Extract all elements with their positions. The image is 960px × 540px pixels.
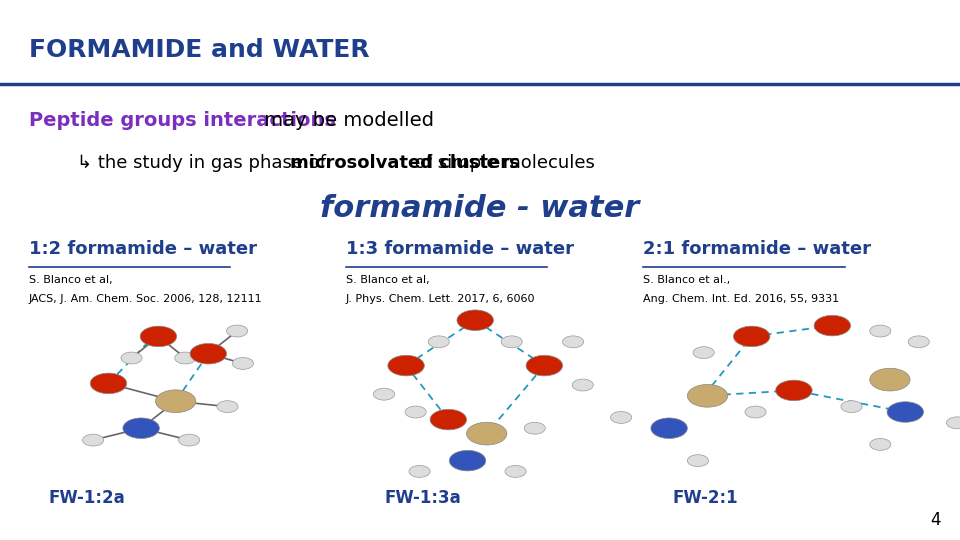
Text: S. Blanco et al,: S. Blanco et al, (346, 275, 429, 286)
Circle shape (123, 418, 159, 438)
Text: S. Blanco et al.,: S. Blanco et al., (643, 275, 731, 286)
Circle shape (814, 315, 851, 336)
Circle shape (83, 434, 104, 446)
Circle shape (217, 401, 238, 413)
Text: may be modelled: may be modelled (257, 111, 434, 130)
Circle shape (90, 373, 127, 394)
Circle shape (870, 325, 891, 337)
Circle shape (449, 450, 486, 471)
Text: of simple molecules: of simple molecules (409, 154, 595, 172)
Circle shape (232, 357, 253, 369)
Circle shape (887, 402, 924, 422)
Circle shape (651, 418, 687, 438)
Text: microsolvated clusters: microsolvated clusters (290, 154, 519, 172)
Text: Ang. Chem. Int. Ed. 2016, 55, 9331: Ang. Chem. Int. Ed. 2016, 55, 9331 (643, 294, 839, 305)
Circle shape (428, 336, 449, 348)
Circle shape (947, 417, 960, 429)
Circle shape (467, 422, 507, 445)
Circle shape (121, 352, 142, 364)
Circle shape (687, 384, 728, 407)
Circle shape (190, 343, 227, 364)
Circle shape (457, 310, 493, 330)
Circle shape (179, 434, 200, 446)
Text: Peptide groups interactions: Peptide groups interactions (29, 111, 336, 130)
Circle shape (572, 379, 593, 391)
Circle shape (140, 326, 177, 347)
Circle shape (430, 409, 467, 430)
Circle shape (373, 388, 395, 400)
Text: formamide - water: formamide - water (321, 194, 639, 224)
Circle shape (524, 422, 545, 434)
Text: FW-2:1: FW-2:1 (672, 489, 737, 507)
Text: 4: 4 (930, 511, 941, 529)
Circle shape (611, 411, 632, 423)
Circle shape (908, 336, 929, 348)
Text: FW-1:2a: FW-1:2a (48, 489, 125, 507)
Circle shape (405, 406, 426, 418)
Circle shape (870, 368, 910, 391)
Text: 1:2 formamide – water: 1:2 formamide – water (29, 240, 257, 258)
Circle shape (388, 355, 424, 376)
Text: ↳ the study in gas phase of: ↳ the study in gas phase of (77, 154, 331, 172)
Text: FW-1:3a: FW-1:3a (384, 489, 461, 507)
Circle shape (693, 347, 714, 359)
Circle shape (745, 406, 766, 418)
Circle shape (501, 336, 522, 348)
Circle shape (870, 438, 891, 450)
Circle shape (841, 401, 862, 413)
Text: 1:3 formamide – water: 1:3 formamide – water (346, 240, 573, 258)
Circle shape (687, 455, 708, 467)
Circle shape (563, 336, 584, 348)
Text: JACS, J. Am. Chem. Soc. 2006, 128, 12111: JACS, J. Am. Chem. Soc. 2006, 128, 12111 (29, 294, 262, 305)
Circle shape (776, 380, 812, 401)
Circle shape (409, 465, 430, 477)
Text: FORMAMIDE and WATER: FORMAMIDE and WATER (29, 38, 370, 62)
Text: 2:1 formamide – water: 2:1 formamide – water (643, 240, 872, 258)
Circle shape (227, 325, 248, 337)
Circle shape (733, 326, 770, 347)
Circle shape (505, 465, 526, 477)
Text: S. Blanco et al,: S. Blanco et al, (29, 275, 112, 286)
Circle shape (175, 352, 196, 364)
Circle shape (526, 355, 563, 376)
Circle shape (156, 390, 196, 413)
Text: J. Phys. Chem. Lett. 2017, 6, 6060: J. Phys. Chem. Lett. 2017, 6, 6060 (346, 294, 535, 305)
